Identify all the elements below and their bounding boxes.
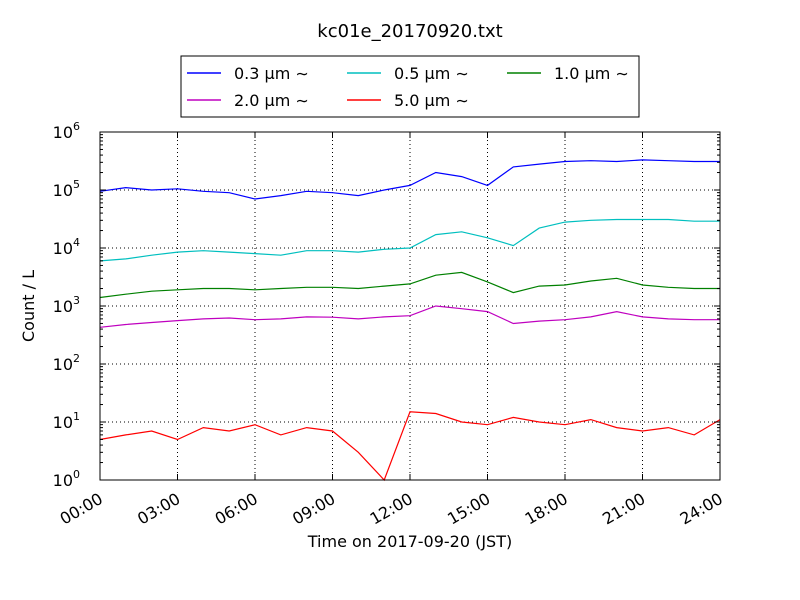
y-tick-label: 103 [53, 294, 80, 316]
series-line-0.3 [99, 159, 720, 200]
chart-title: kc01e_20170920.txt [317, 21, 502, 42]
x-tick-label: 06:00 [212, 489, 261, 529]
y-tick-base: 10 [53, 471, 73, 490]
x-axis-label: Time on 2017-09-20 (JST) [307, 532, 512, 551]
y-tick-exponent: 6 [73, 120, 80, 133]
x-tick-label: 15:00 [444, 489, 493, 529]
legend-label-1.0: 1.0 μm ∼ [554, 64, 629, 83]
series-line-2.0 [99, 305, 720, 328]
y-tick-base: 10 [53, 413, 73, 432]
legend-label-5.0: 5.0 μm ∼ [394, 91, 469, 110]
y-tick-base: 10 [53, 297, 73, 316]
x-tick-label: 09:00 [289, 489, 338, 529]
legend-label-2.0: 2.0 μm ∼ [234, 91, 309, 110]
x-tick-label: 21:00 [599, 489, 648, 529]
legend: 0.3 μm ∼ 0.5 μm ∼ 1.0 μm ∼ 2.0 μm ∼ 5.0 μm ∼ [180, 55, 640, 118]
series-line-1.0 [99, 271, 720, 299]
y-tick-label: 102 [53, 352, 80, 374]
legend-label-0.3: 0.3 μm ∼ [234, 64, 309, 83]
y-tick-base: 10 [53, 355, 73, 374]
y-tick-exponent: 2 [73, 352, 80, 365]
series-lines [99, 159, 721, 482]
grid [100, 132, 720, 480]
x-tick-label: 18:00 [522, 489, 571, 529]
y-tick-exponent: 1 [73, 410, 80, 423]
y-tick-base: 10 [53, 239, 73, 258]
y-tick-label: 100 [53, 468, 80, 490]
y-tick-exponent: 0 [73, 468, 80, 481]
y-tick-exponent: 3 [73, 294, 80, 307]
series-line-5.0 [99, 411, 721, 482]
legend-box [180, 55, 640, 118]
y-tick-base: 10 [53, 181, 73, 200]
y-tick-label: 101 [53, 410, 80, 432]
x-tick-label: 03:00 [134, 489, 183, 529]
x-axis: 00:00 03:00 06:00 09:00 12:00 15:00 18:00 21:00… [57, 132, 726, 529]
x-tick-label: 24:00 [677, 489, 726, 529]
legend-label-0.5: 0.5 μm ∼ [394, 64, 469, 83]
y-tick-label: 104 [53, 236, 80, 258]
y-axis-label: Count / L [19, 270, 38, 342]
y-tick-label: 105 [53, 178, 80, 200]
series-line-0.5 [99, 218, 720, 262]
y-tick-exponent: 4 [73, 236, 80, 249]
y-tick-label: 106 [53, 120, 80, 142]
y-tick-base: 10 [53, 123, 73, 142]
y-tick-exponent: 5 [73, 178, 80, 191]
x-tick-label: 12:00 [367, 489, 416, 529]
x-tick-label: 00:00 [57, 489, 106, 529]
